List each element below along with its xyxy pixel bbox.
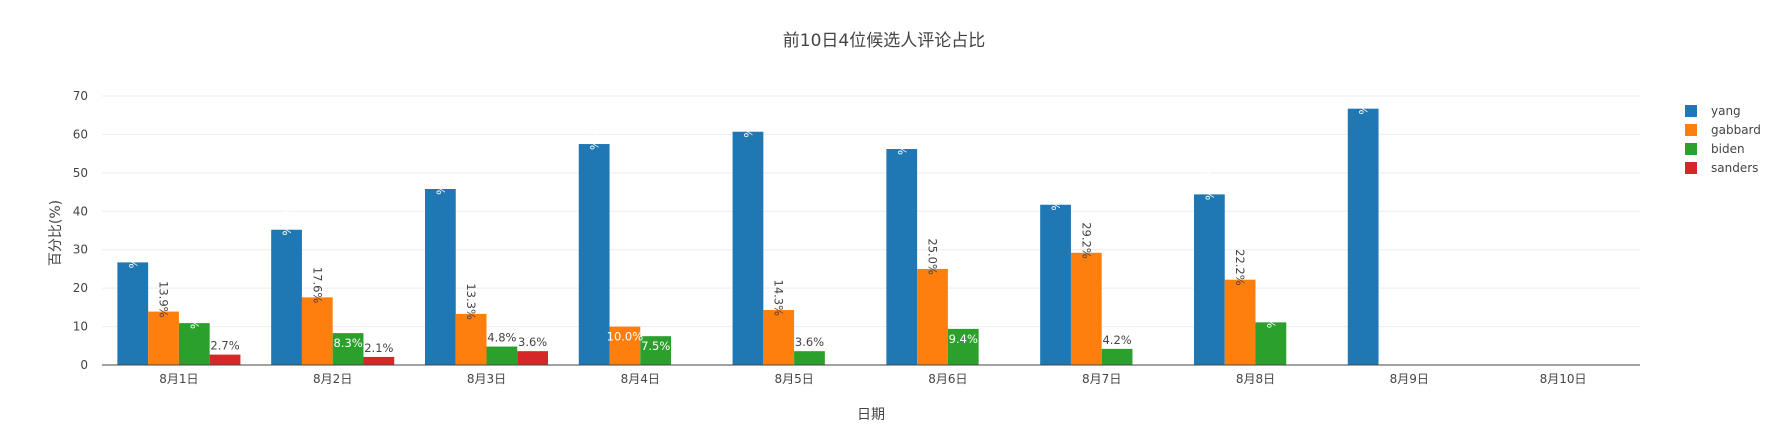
bar-yang [886, 149, 918, 365]
x-tick-label: 8月5日 [774, 372, 813, 386]
bar-data-label: 3.6% [795, 335, 824, 349]
bar-data-label: 11.1% [1264, 292, 1278, 329]
bar-sanders [209, 354, 241, 365]
x-tick-label: 8月6日 [928, 372, 967, 386]
y-tick-label: 0 [80, 358, 88, 372]
bar-data-label: 26.7% [126, 232, 140, 269]
bar-yang [1193, 194, 1225, 365]
bar-data-label: 22.2% [1233, 249, 1247, 286]
bar-gabbard [148, 311, 179, 365]
x-tick-label: 8月7日 [1082, 372, 1121, 386]
bar-data-label: 2.7% [210, 339, 239, 353]
x-tick-label: 8月10日 [1540, 372, 1587, 386]
bar-yang [1040, 204, 1071, 365]
y-tick-label: 20 [73, 281, 88, 295]
bar-yang [424, 188, 456, 365]
bar-biden [486, 346, 518, 365]
legend-label-gabbard[interactable]: gabbard [1711, 123, 1761, 137]
bar-data-label: 66.7% [1356, 78, 1370, 115]
bar-data-label: 13.3% [464, 283, 478, 320]
legend-label-biden[interactable]: biden [1711, 142, 1745, 156]
bar-data-label: 29.2% [1079, 222, 1093, 259]
legend-swatch-yang[interactable] [1685, 105, 1697, 117]
bar-gabbard [763, 310, 795, 365]
bar-data-label: 7.5% [641, 339, 670, 353]
bar-biden [1255, 322, 1287, 365]
bar-biden [794, 351, 825, 365]
bar-yang [732, 131, 764, 365]
legend: yang gabbard biden sanders [1685, 104, 1761, 175]
legend-label-yang[interactable]: yang [1711, 104, 1741, 118]
bar-gabbard [301, 297, 333, 365]
y-tick-label: 40 [73, 204, 88, 218]
y-tick-label: 50 [73, 166, 88, 180]
bar-data-label: 60.7% [741, 101, 755, 138]
x-tick-label: 8月4日 [621, 372, 660, 386]
bar-biden [640, 336, 672, 365]
y-axis-title: 百分比(%) [48, 200, 64, 266]
x-tick-label: 8月3日 [467, 372, 506, 386]
bar-biden [1101, 348, 1133, 365]
x-tick-label: 8月8日 [1236, 372, 1275, 386]
bar-data-label: 17.6% [310, 267, 324, 304]
bar-gabbard [609, 326, 641, 365]
bar-data-label: 14.3% [772, 280, 786, 317]
bar-biden [332, 333, 364, 365]
bar-biden [947, 328, 979, 365]
legend-label-sanders[interactable]: sanders [1711, 161, 1758, 175]
legend-swatch-gabbard[interactable] [1685, 124, 1697, 136]
bar-data-label: 4.8% [487, 331, 516, 345]
y-tick-label: 30 [73, 243, 88, 257]
chart-title: 前10日4位候选人评论占比 [783, 31, 985, 51]
legend-swatch-biden[interactable] [1685, 143, 1697, 155]
bar-gabbard [917, 268, 948, 365]
bar-gabbard [1070, 252, 1102, 365]
bar-gabbard [455, 313, 487, 365]
bar-data-label: 8.3% [333, 336, 362, 350]
y-tick-label: 60 [73, 127, 88, 141]
bar-gabbard [1224, 279, 1256, 365]
y-tick-label: 70 [73, 89, 88, 103]
x-tick-label: 8月1日 [159, 372, 198, 386]
bar-data-label: 9.4% [949, 332, 978, 346]
y-tick-label: 10 [73, 320, 88, 334]
bar-sanders [517, 351, 549, 365]
bar-data-label: 2.1% [364, 341, 393, 355]
bar-data-label: 25.0% [926, 238, 940, 275]
bar-yang [271, 229, 302, 365]
x-axis-title: 日期 [857, 407, 885, 423]
bar-data-label: 44.4% [1202, 164, 1216, 201]
bar-data-label: 35.2% [280, 199, 294, 236]
bar-sanders [363, 356, 395, 365]
bar-data-label: 57.5% [587, 113, 601, 150]
x-tick-label: 8月9日 [1390, 372, 1429, 386]
bar-data-label: 13.9% [157, 281, 171, 318]
bar-yang [1347, 108, 1379, 365]
x-tick-label: 8月2日 [313, 372, 352, 386]
bar-data-label: 4.2% [1102, 333, 1131, 347]
bar-yang [117, 262, 149, 365]
bar-data-label: 56.2% [895, 118, 909, 155]
bar-data-label: 10.9% [187, 293, 201, 330]
bar-data-label: 3.6% [518, 335, 547, 349]
legend-swatch-sanders[interactable] [1685, 162, 1697, 174]
bar-data-label: 41.7% [1049, 174, 1063, 211]
bar-yang [578, 144, 610, 365]
bar-data-label: 10.0% [607, 330, 644, 344]
bar-data-label: 45.8% [433, 158, 447, 195]
bar-biden [178, 323, 210, 365]
